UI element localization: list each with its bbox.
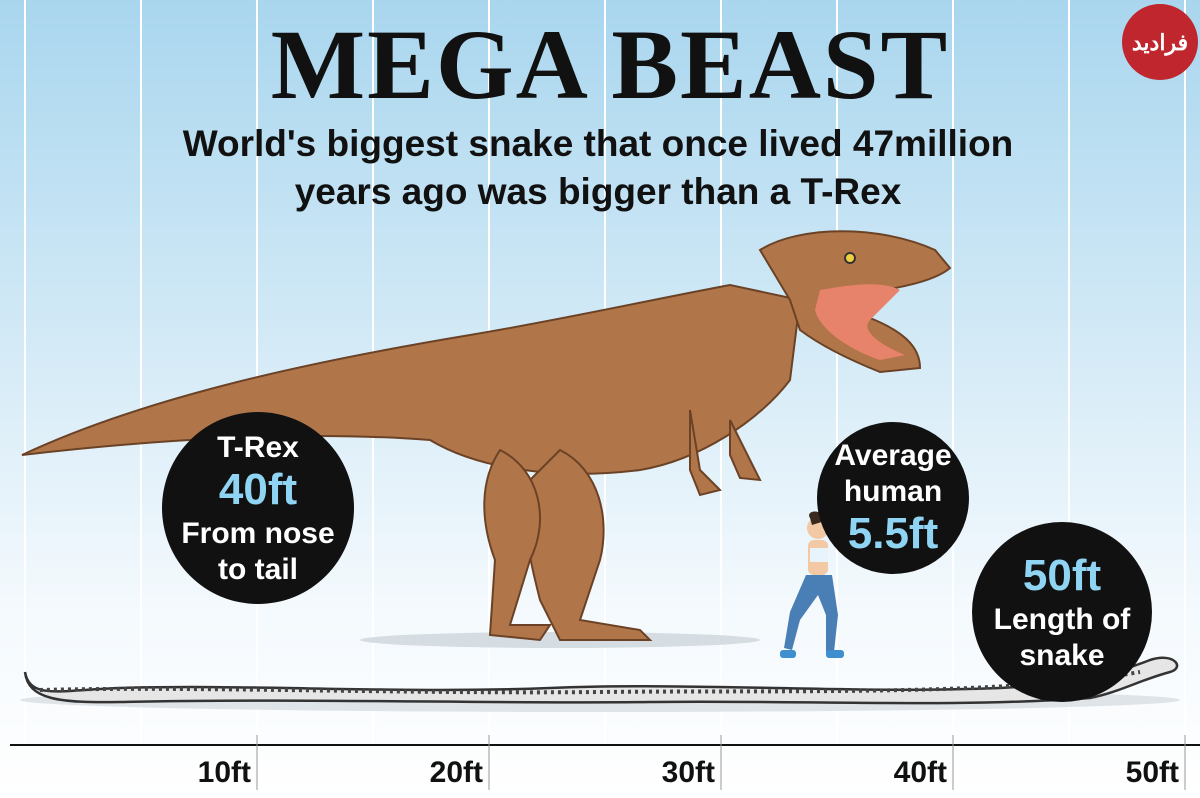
scale-label: 50ft bbox=[1126, 756, 1179, 789]
logo-badge bbox=[1122, 4, 1198, 80]
subtitle: years ago was bigger than a T-Rex bbox=[295, 171, 902, 212]
title: MEGA BEAST bbox=[271, 9, 950, 120]
callout-text: snake bbox=[1019, 639, 1104, 672]
scale-label: 20ft bbox=[430, 756, 483, 789]
callout-text: T-Rex bbox=[217, 431, 299, 464]
scale: 10ft 20ft 30ft 40ft 50ft bbox=[198, 735, 1186, 790]
callout-circle bbox=[817, 422, 969, 574]
scale-label: 10ft bbox=[198, 756, 251, 789]
callout-circle bbox=[162, 412, 354, 604]
callout-text: to tail bbox=[218, 553, 298, 586]
callout-circle bbox=[972, 522, 1152, 702]
callout-value: 5.5ft bbox=[848, 509, 939, 558]
scale-label: 30ft bbox=[662, 756, 715, 789]
callout-value: 50ft bbox=[1023, 551, 1102, 600]
subtitle: World's biggest snake that once lived 47… bbox=[183, 123, 1014, 164]
callout-text: Length of bbox=[994, 603, 1132, 636]
callout-text: Average bbox=[834, 439, 951, 472]
callout-value: 40ft bbox=[219, 465, 298, 514]
logo: فرادید bbox=[1132, 30, 1188, 56]
snake-illustration bbox=[23, 656, 1179, 705]
scale-label: 40ft bbox=[894, 756, 947, 789]
callout-text: From nose bbox=[181, 517, 334, 550]
callout-text: human bbox=[844, 475, 942, 508]
